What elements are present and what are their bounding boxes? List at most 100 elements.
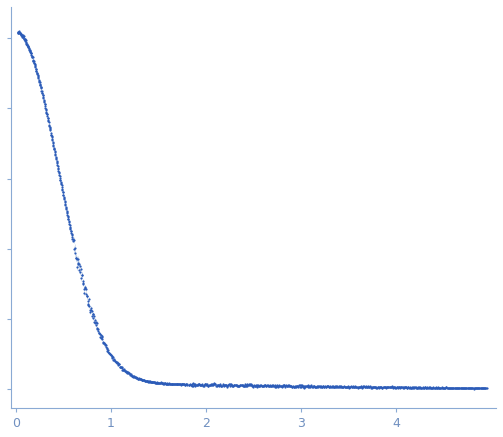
Point: [416, 384, 425, 391]
Point: [401, 384, 409, 391]
Point: [373, 384, 381, 391]
Point: [75, 260, 83, 267]
Point: [271, 384, 279, 391]
Point: [93, 326, 101, 333]
Point: [59, 191, 67, 198]
Point: [45, 121, 53, 128]
Point: [34, 73, 42, 80]
Point: [345, 383, 353, 390]
Point: [24, 44, 32, 51]
Point: [308, 383, 316, 390]
Point: [438, 384, 446, 391]
Point: [163, 380, 171, 387]
Point: [281, 382, 289, 389]
Point: [79, 280, 87, 287]
Point: [264, 382, 272, 389]
Point: [46, 126, 54, 133]
Point: [391, 385, 399, 392]
Point: [370, 384, 378, 391]
Point: [165, 380, 174, 387]
Point: [158, 380, 166, 387]
Point: [480, 385, 488, 392]
Point: [85, 296, 93, 303]
Point: [380, 383, 388, 390]
Point: [142, 378, 150, 385]
Point: [43, 110, 51, 117]
Point: [196, 381, 204, 388]
Point: [54, 167, 62, 174]
Point: [94, 325, 102, 332]
Point: [270, 382, 278, 389]
Point: [165, 380, 174, 387]
Point: [27, 50, 35, 57]
Point: [269, 383, 277, 390]
Point: [43, 112, 51, 119]
Point: [33, 70, 41, 77]
Point: [341, 383, 349, 390]
Point: [476, 385, 484, 392]
Point: [57, 180, 65, 187]
Point: [469, 385, 477, 392]
Point: [63, 212, 71, 218]
Point: [142, 377, 150, 384]
Point: [132, 374, 140, 381]
Point: [93, 319, 101, 326]
Point: [177, 381, 185, 388]
Point: [295, 382, 303, 389]
Point: [461, 385, 469, 392]
Point: [259, 382, 267, 389]
Point: [354, 383, 362, 390]
Point: [224, 381, 232, 388]
Point: [74, 256, 82, 263]
Point: [127, 371, 135, 378]
Point: [44, 114, 52, 121]
Point: [200, 383, 208, 390]
Point: [453, 385, 461, 392]
Point: [179, 381, 187, 388]
Point: [276, 383, 284, 390]
Point: [143, 378, 151, 385]
Point: [235, 382, 243, 389]
Point: [71, 250, 79, 257]
Point: [110, 356, 118, 363]
Point: [147, 378, 155, 385]
Point: [423, 384, 431, 391]
Point: [390, 384, 398, 391]
Point: [348, 384, 356, 391]
Point: [331, 384, 340, 391]
Point: [64, 214, 72, 221]
Point: [266, 382, 274, 389]
Point: [297, 384, 305, 391]
Point: [148, 378, 156, 385]
Point: [119, 367, 127, 374]
Point: [299, 383, 307, 390]
Point: [49, 138, 57, 145]
Point: [145, 378, 153, 385]
Point: [102, 343, 110, 350]
Point: [58, 185, 66, 192]
Point: [42, 106, 50, 113]
Point: [192, 381, 200, 388]
Point: [138, 377, 146, 384]
Point: [141, 377, 149, 384]
Point: [450, 384, 458, 391]
Point: [464, 385, 472, 392]
Point: [61, 198, 69, 205]
Point: [47, 132, 55, 139]
Point: [348, 383, 356, 390]
Point: [226, 381, 234, 388]
Point: [164, 380, 172, 387]
Point: [100, 339, 108, 346]
Point: [17, 31, 25, 38]
Point: [394, 384, 402, 391]
Point: [98, 335, 106, 342]
Point: [370, 384, 378, 391]
Point: [329, 382, 337, 389]
Point: [481, 385, 489, 392]
Point: [432, 385, 440, 392]
Point: [286, 382, 294, 389]
Point: [355, 383, 363, 390]
Point: [307, 383, 315, 390]
Point: [454, 385, 462, 392]
Point: [313, 382, 321, 389]
